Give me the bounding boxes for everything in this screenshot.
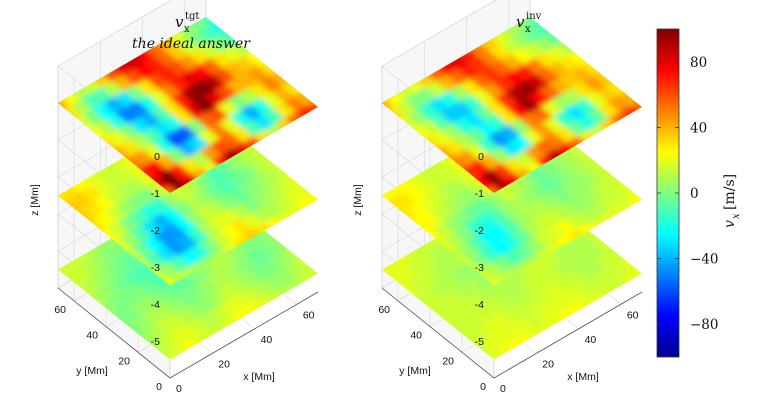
x-tick-label: 40	[585, 334, 597, 346]
panel-title-sub: x	[525, 24, 531, 35]
z-tick-label: -5	[151, 336, 160, 348]
z-tick-label: 0	[154, 151, 160, 163]
x-tick-label: 60	[303, 309, 315, 321]
x-tick-label: 0	[176, 383, 182, 395]
colorbar-label-sub: x	[731, 213, 742, 219]
x-axis-label: x [Mm]	[567, 371, 599, 383]
x-axis-label: x [Mm]	[243, 371, 275, 383]
slice-cell	[58, 260, 71, 279]
y-tick-label: 60	[54, 304, 66, 316]
slice-cell	[58, 94, 71, 112]
slice-cell	[382, 186, 395, 205]
z-tick-label: -4	[475, 299, 484, 311]
colorbar-label-unit: [m/s]	[722, 174, 738, 210]
y-tick-label: 40	[410, 330, 422, 342]
z-tick-label: 0	[478, 151, 484, 163]
panel-title-sup: inv	[526, 11, 542, 22]
y-axis-label: y [Mm]	[399, 365, 431, 377]
x-tick-label: 20	[542, 358, 554, 370]
panel-title-sup: tgt	[185, 11, 199, 22]
axis-ticks: 0 -1 -2 -3 -4 -5 0 20 40 60 0 20 40 60	[378, 151, 643, 395]
panel-title-symbol: v	[175, 13, 184, 31]
colorbar-tick-label: −40	[690, 252, 719, 268]
x-tick-label: 60	[627, 309, 639, 321]
y-axis-label: y [Mm]	[76, 365, 108, 377]
slice-stack	[58, 17, 318, 360]
y-tick-label: 0	[156, 381, 162, 393]
colorbar: 80 40 0 −40 −80 v x [m/s]	[656, 28, 742, 358]
y-tick-label: 20	[118, 355, 130, 367]
z-tick-label: -3	[151, 262, 160, 274]
z-tick-label: -5	[475, 336, 484, 348]
colorbar-tick-label: 40	[690, 120, 707, 136]
z-tick-label: -2	[475, 225, 484, 237]
x-tick-label: 20	[218, 358, 230, 370]
depth-slice	[58, 17, 318, 193]
slice-cell	[58, 186, 71, 205]
slice-cell	[382, 260, 395, 279]
z-axis-label: z [Mm]	[352, 184, 364, 216]
slice-cell	[382, 94, 395, 112]
z-tick-label: -2	[151, 225, 160, 237]
z-tick-label: -1	[475, 188, 484, 200]
z-tick-label: -3	[475, 262, 484, 274]
panel-title-sub: x	[184, 24, 190, 35]
x-tick-label: 40	[261, 334, 273, 346]
x-tick-label: 0	[500, 383, 506, 395]
colorbar-label: v x [m/s]	[722, 174, 742, 228]
colorbar-label-symbol: v	[722, 220, 738, 228]
axis-ticks: 0 -1 -2 -3 -4 -5 0 20 40 60 0 20 40 60	[54, 151, 319, 395]
colorbar-tick-label: −80	[690, 317, 719, 333]
z-tick-label: -4	[151, 299, 160, 311]
y-tick-label: 20	[442, 355, 454, 367]
panel-title-symbol: v	[516, 13, 525, 31]
colorbar-tick-label: 0	[690, 186, 699, 202]
annotation-text: the ideal answer	[132, 36, 251, 52]
y-tick-label: 60	[378, 304, 390, 316]
z-axis-label: z [Mm]	[29, 184, 41, 216]
colorbar-tick-label: 80	[690, 55, 707, 71]
y-tick-label: 0	[480, 381, 486, 393]
z-tick-label: -1	[151, 188, 160, 200]
panel-title: v inv x	[516, 11, 542, 35]
y-tick-label: 40	[86, 330, 98, 342]
colorbar-ticks: 80 40 0 −40 −80	[657, 55, 719, 333]
panel-title: v tgt x	[175, 11, 199, 35]
